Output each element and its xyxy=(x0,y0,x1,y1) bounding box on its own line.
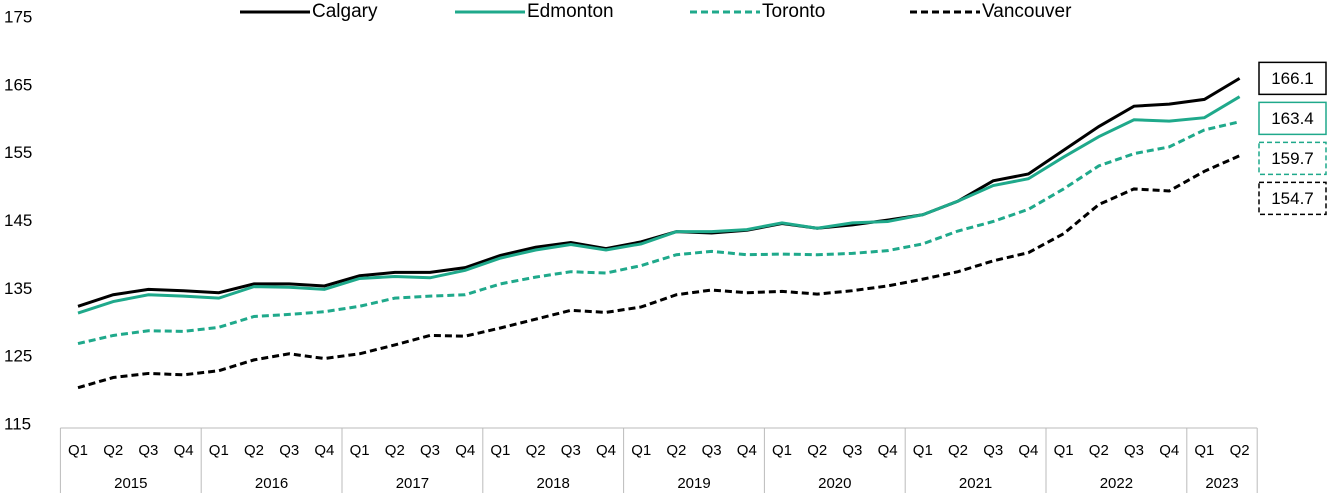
end-label: 159.7 xyxy=(1271,149,1314,168)
year-label: 2016 xyxy=(255,475,288,492)
x-tick-label: Q3 xyxy=(279,442,299,459)
legend-label: Edmonton xyxy=(527,1,614,22)
x-tick-label: Q3 xyxy=(420,442,440,459)
x-tick-label: Q2 xyxy=(807,442,827,459)
x-tick-label: Q2 xyxy=(244,442,264,459)
x-tick-label: Q3 xyxy=(561,442,581,459)
x-tick-label: Q2 xyxy=(103,442,123,459)
end-label: 154.7 xyxy=(1271,189,1314,208)
x-tick-label: Q4 xyxy=(174,442,194,459)
end-label-box xyxy=(1258,141,1327,176)
x-tick-label: Q1 xyxy=(350,442,370,459)
x-tick-label: Q3 xyxy=(1124,442,1144,459)
y-tick-label: 125 xyxy=(4,347,32,366)
x-tick-label: Q1 xyxy=(209,442,229,459)
x-tick-label: Q1 xyxy=(490,442,510,459)
x-tick-label: Q4 xyxy=(1159,442,1179,459)
x-tick-label: Q2 xyxy=(526,442,546,459)
legend-label: Vancouver xyxy=(982,1,1072,22)
x-tick-label: Q2 xyxy=(385,442,405,459)
x-tick-label: Q2 xyxy=(666,442,686,459)
end-label: 163.4 xyxy=(1271,109,1314,128)
x-tick-label: Q4 xyxy=(1018,442,1038,459)
year-label: 2017 xyxy=(396,475,429,492)
x-tick-label: Q3 xyxy=(842,442,862,459)
y-tick-label: 175 xyxy=(4,7,32,26)
x-tick-label: Q1 xyxy=(1054,442,1074,459)
year-label: 2015 xyxy=(114,475,147,492)
year-label: 2022 xyxy=(1100,475,1133,492)
x-tick-label: Q1 xyxy=(1194,442,1214,459)
year-label: 2018 xyxy=(537,475,570,492)
year-label: 2020 xyxy=(818,475,851,492)
y-tick-label: 155 xyxy=(4,143,32,162)
end-label-box xyxy=(1258,61,1327,96)
year-label: 2019 xyxy=(677,475,710,492)
series-line xyxy=(77,95,1241,315)
end-label-box xyxy=(1258,181,1327,216)
series-line xyxy=(77,120,1240,346)
y-tick-label: 145 xyxy=(4,211,32,230)
x-tick-label: Q2 xyxy=(948,442,968,459)
x-tick-label: Q3 xyxy=(983,442,1003,459)
series-line xyxy=(77,154,1241,390)
x-tick-label: Q2 xyxy=(1230,442,1250,459)
x-tick-label: Q1 xyxy=(68,442,88,459)
x-tick-label: Q4 xyxy=(314,442,334,459)
end-label: 166.1 xyxy=(1271,69,1314,88)
y-tick-label: 135 xyxy=(4,279,32,298)
y-tick-label: 115 xyxy=(4,414,31,433)
year-label: 2023 xyxy=(1205,475,1238,492)
legend-label: Toronto xyxy=(762,1,825,22)
legend-label: Calgary xyxy=(312,1,378,22)
x-tick-label: Q3 xyxy=(138,442,158,459)
x-tick-label: Q3 xyxy=(702,442,722,459)
x-tick-label: Q4 xyxy=(878,442,898,459)
series-line xyxy=(77,77,1241,308)
x-tick-label: Q4 xyxy=(737,442,757,459)
x-tick-label: Q4 xyxy=(596,442,616,459)
end-label-box xyxy=(1258,101,1327,136)
x-tick-label: Q1 xyxy=(772,442,792,459)
x-tick-label: Q2 xyxy=(1089,442,1109,459)
x-tick-label: Q4 xyxy=(455,442,475,459)
year-label: 2021 xyxy=(959,475,992,492)
y-tick-label: 165 xyxy=(4,75,32,94)
x-tick-label: Q1 xyxy=(631,442,651,459)
x-tick-label: Q1 xyxy=(913,442,933,459)
